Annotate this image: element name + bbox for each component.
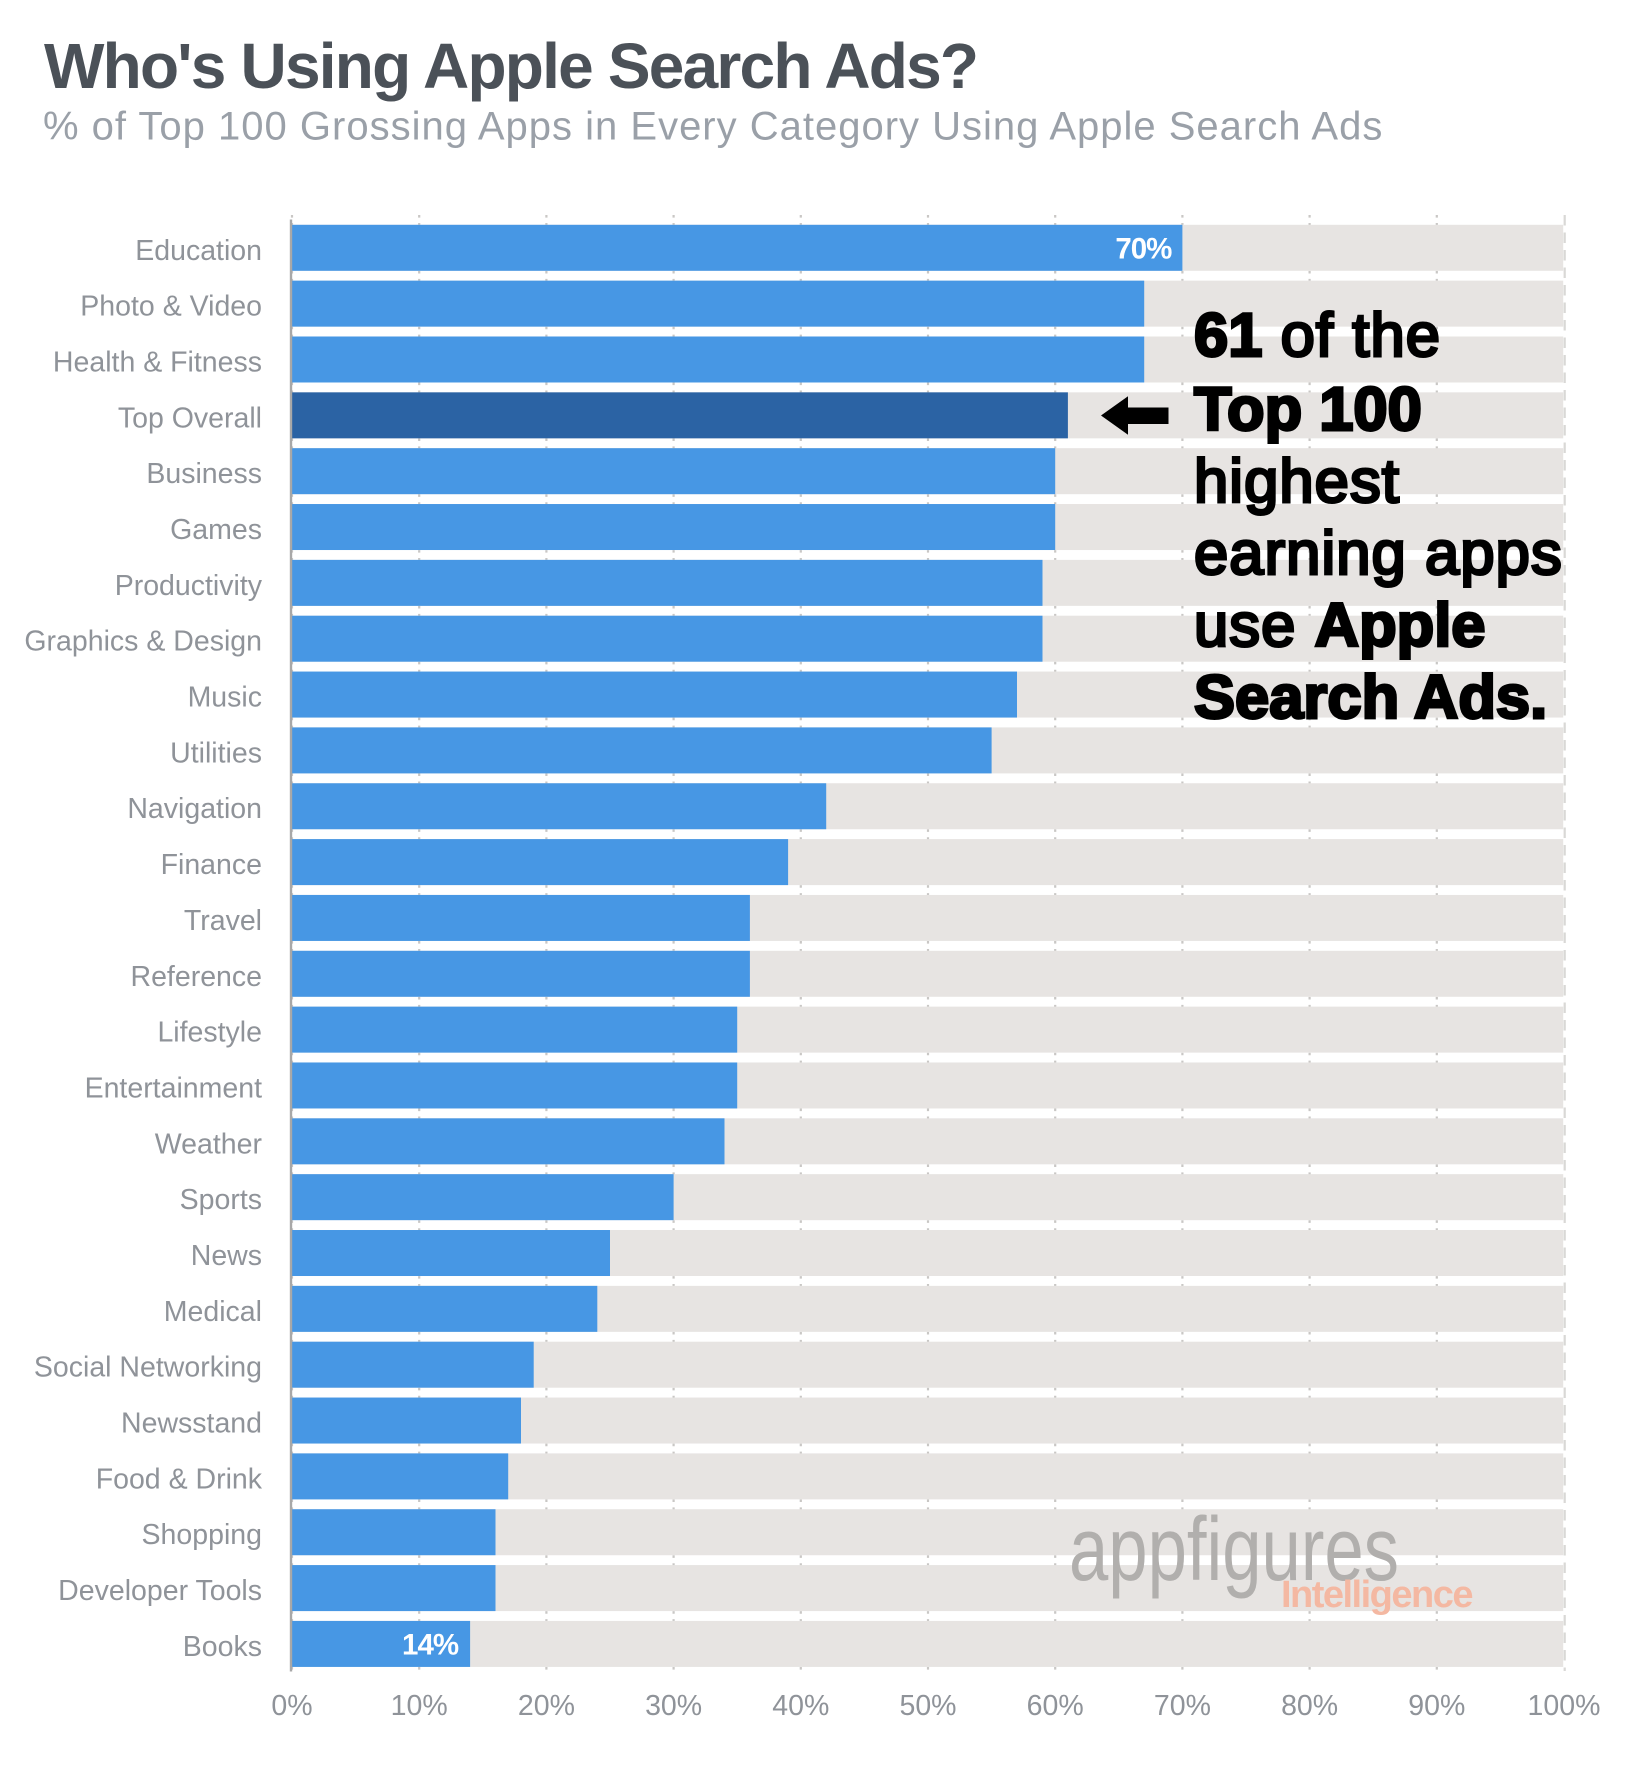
svg-text:Who's Using Apple Search Ads?: Who's Using Apple Search Ads? bbox=[44, 30, 977, 102]
svg-text:% of Top 100 Grossing Apps in: % of Top 100 Grossing Apps in Every Cate… bbox=[43, 105, 1383, 149]
svg-text:Education: Education bbox=[135, 235, 262, 267]
svg-text:News: News bbox=[191, 1240, 262, 1272]
svg-text:Entertainment: Entertainment bbox=[85, 1073, 263, 1105]
svg-text:Top 100: Top 100 bbox=[1194, 375, 1422, 444]
svg-text:Search Ads.: Search Ads. bbox=[1194, 663, 1547, 732]
svg-text:Utilities: Utilities bbox=[170, 737, 262, 769]
svg-text:Newsstand: Newsstand bbox=[121, 1408, 262, 1440]
svg-text:20%: 20% bbox=[518, 1690, 575, 1722]
svg-text:Shopping: Shopping bbox=[142, 1519, 262, 1551]
svg-text:Travel: Travel bbox=[184, 905, 262, 937]
svg-text:highest: highest bbox=[1194, 447, 1400, 516]
svg-text:0%: 0% bbox=[271, 1690, 312, 1722]
svg-text:Lifestyle: Lifestyle bbox=[157, 1017, 262, 1049]
svg-text:30%: 30% bbox=[645, 1690, 702, 1722]
svg-text:80%: 80% bbox=[1281, 1690, 1338, 1722]
svg-text:90%: 90% bbox=[1408, 1690, 1465, 1722]
svg-text:14%: 14% bbox=[402, 1629, 459, 1662]
svg-text:70%: 70% bbox=[1154, 1690, 1211, 1722]
svg-text:earning apps: earning apps bbox=[1194, 519, 1563, 588]
svg-text:60%: 60% bbox=[1027, 1690, 1084, 1722]
svg-text:Business: Business bbox=[146, 458, 262, 490]
svg-text:Graphics & Design: Graphics & Design bbox=[24, 626, 262, 658]
svg-text:Games: Games bbox=[170, 514, 262, 546]
svg-text:Top Overall: Top Overall bbox=[118, 402, 262, 434]
svg-text:appfigures: appfigures bbox=[1069, 1500, 1399, 1600]
svg-text:Music: Music bbox=[188, 682, 262, 714]
svg-text:Intelligence: Intelligence bbox=[1281, 1574, 1472, 1616]
svg-text:Productivity: Productivity bbox=[115, 570, 263, 602]
svg-text:10%: 10% bbox=[391, 1690, 448, 1722]
svg-text:Navigation: Navigation bbox=[127, 793, 262, 825]
svg-text:Reference: Reference bbox=[131, 961, 263, 993]
svg-text:Weather: Weather bbox=[155, 1128, 263, 1160]
svg-text:Developer Tools: Developer Tools bbox=[58, 1575, 262, 1607]
svg-text:Food & Drink: Food & Drink bbox=[96, 1463, 263, 1495]
svg-text:use Apple: use Apple bbox=[1194, 591, 1486, 660]
svg-text:40%: 40% bbox=[772, 1690, 829, 1722]
svg-text:61 of the: 61 of the bbox=[1194, 301, 1441, 370]
svg-text:Finance: Finance bbox=[161, 849, 262, 881]
svg-text:Books: Books bbox=[183, 1631, 262, 1663]
svg-text:Health & Fitness: Health & Fitness bbox=[53, 347, 262, 379]
svg-text:Sports: Sports bbox=[180, 1184, 262, 1216]
svg-text:Social Networking: Social Networking bbox=[34, 1352, 262, 1384]
svg-text:Photo & Video: Photo & Video bbox=[80, 291, 262, 323]
svg-text:50%: 50% bbox=[899, 1690, 956, 1722]
svg-text:70%: 70% bbox=[1115, 232, 1172, 265]
svg-text:Medical: Medical bbox=[164, 1296, 262, 1328]
svg-text:100%: 100% bbox=[1528, 1690, 1601, 1722]
